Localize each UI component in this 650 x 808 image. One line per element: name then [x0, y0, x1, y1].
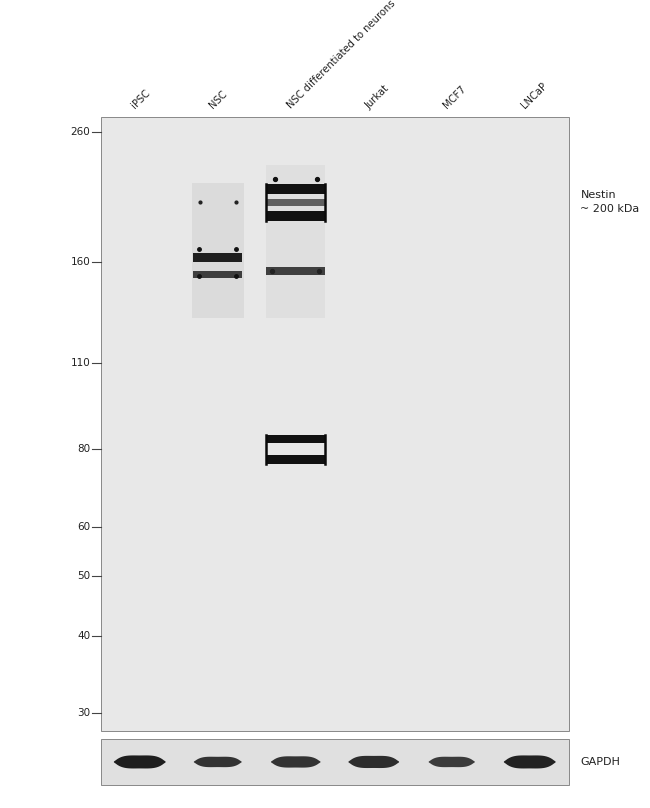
Text: NSC differentiated to neurons: NSC differentiated to neurons [285, 0, 398, 111]
Text: 60: 60 [77, 522, 90, 532]
Text: 110: 110 [71, 359, 90, 368]
Text: 160: 160 [71, 258, 90, 267]
Bar [193, 253, 242, 262]
Bar [266, 199, 325, 205]
Bar [266, 267, 325, 275]
Polygon shape [114, 755, 166, 768]
Bar [192, 183, 244, 318]
Text: Nestin
~ 200 kDa: Nestin ~ 200 kDa [580, 191, 640, 214]
Text: 40: 40 [77, 631, 90, 641]
Text: 80: 80 [77, 444, 90, 454]
Polygon shape [504, 755, 556, 768]
Text: LNCaP: LNCaP [519, 81, 549, 111]
Text: 30: 30 [77, 709, 90, 718]
Bar [266, 436, 325, 444]
Bar [101, 739, 569, 785]
Text: 50: 50 [77, 570, 90, 581]
Bar [266, 456, 325, 464]
Text: 260: 260 [71, 127, 90, 137]
Text: NSC: NSC [207, 89, 229, 111]
Polygon shape [194, 757, 242, 767]
Text: Jurkat: Jurkat [363, 83, 391, 111]
Bar [193, 271, 242, 278]
Bar [266, 211, 325, 221]
Text: GAPDH: GAPDH [580, 757, 620, 767]
Text: MCF7: MCF7 [441, 84, 468, 111]
Text: iPSC: iPSC [129, 88, 152, 111]
Polygon shape [348, 755, 399, 768]
Bar [266, 165, 325, 318]
Polygon shape [271, 756, 320, 768]
Bar [101, 117, 569, 731]
Bar [266, 184, 325, 195]
Polygon shape [429, 757, 474, 767]
